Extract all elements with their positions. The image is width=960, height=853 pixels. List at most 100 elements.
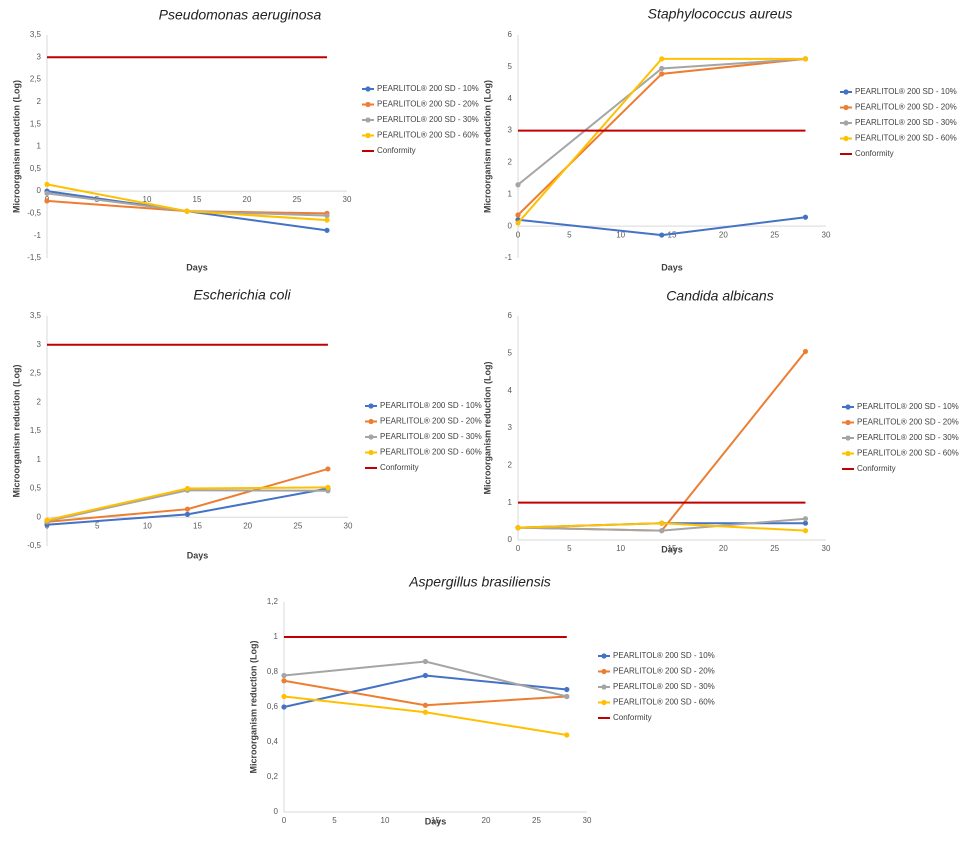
data-point [184, 485, 191, 492]
data-point [515, 212, 521, 218]
x-tick-label: 0 [282, 816, 287, 825]
x-tick-label: 15 [431, 816, 440, 825]
x-tick-label: 0 [516, 544, 521, 553]
data-point [325, 484, 331, 490]
y-tick-label: 5 [508, 62, 513, 71]
x-tick-label: 30 [344, 521, 353, 530]
x-tick-label: 10 [381, 816, 390, 825]
x-tick-label: 25 [770, 544, 779, 553]
x-tick-label: 20 [482, 816, 491, 825]
legend-label: PEARLITOL® 200 SD - 10% [857, 402, 959, 411]
y-tick-label: 0 [508, 221, 513, 230]
data-point [44, 198, 50, 204]
x-tick-label: 10 [143, 521, 152, 530]
x-axis-label: Days [661, 262, 683, 272]
y-tick-label: 0 [37, 186, 42, 195]
x-tick-label: 5 [95, 521, 100, 530]
series-line [517, 57, 806, 186]
legend-marker [365, 132, 371, 139]
data-point [324, 217, 330, 223]
legend-label: PEARLITOL® 200 SD - 60% [855, 134, 957, 143]
y-tick-label: 6 [508, 30, 513, 39]
legend-label: PEARLITOL® 200 SD - 20% [857, 418, 959, 427]
y-axis-label: Microorganism reduction (Log) [11, 80, 21, 213]
legend-marker [601, 699, 607, 706]
data-point [324, 213, 330, 219]
y-tick-label: -0,5 [27, 541, 41, 550]
series-line [517, 57, 806, 224]
legend-marker [843, 89, 849, 95]
series-line [283, 695, 567, 736]
y-tick-label: -1 [505, 253, 513, 262]
data-point [802, 520, 809, 526]
data-point [324, 227, 330, 233]
legend-marker [845, 404, 851, 410]
data-point [422, 709, 428, 715]
y-tick-label: 1 [37, 455, 42, 464]
y-axis-label: Microorganism reduction (Log) [248, 640, 258, 773]
legend-marker [601, 668, 607, 675]
y-axis-label: Microorganism reduction (Log) [482, 361, 492, 494]
y-tick-label: 2,5 [30, 369, 42, 378]
legend-marker [845, 450, 851, 457]
legend-label: PEARLITOL® 200 SD - 10% [380, 401, 482, 410]
legend-marker [365, 101, 371, 108]
series-line [283, 660, 568, 698]
y-tick-label: 1,5 [30, 426, 42, 435]
legend-marker [368, 449, 374, 456]
legend-marker [843, 104, 849, 111]
legend-marker [845, 435, 851, 441]
x-tick-label: 25 [532, 816, 541, 825]
legend-label: Conformity [613, 713, 652, 722]
legend-label: Conformity [855, 149, 894, 158]
y-tick-label: 4 [508, 94, 513, 103]
data-point [184, 511, 191, 517]
x-tick-label: 5 [567, 544, 572, 553]
data-point [515, 220, 521, 226]
legend-marker [601, 684, 607, 690]
y-tick-label: 1 [37, 142, 42, 151]
x-tick-label: 15 [193, 195, 202, 204]
y-tick-label: 3 [37, 52, 42, 61]
x-axis-label: Days [187, 550, 209, 560]
data-point [802, 56, 809, 62]
y-tick-label: 0 [37, 512, 42, 521]
legend-label: Conformity [377, 146, 416, 155]
data-point [659, 232, 665, 238]
chart-title: Pseudomonas aeruginosa [159, 7, 322, 23]
legend-label: PEARLITOL® 200 SD - 10% [855, 87, 957, 96]
series-line [517, 57, 806, 216]
data-point [184, 208, 190, 214]
x-tick-label: 20 [243, 195, 252, 204]
data-point [325, 466, 331, 472]
x-tick-label: 15 [193, 521, 202, 530]
legend-label: PEARLITOL® 200 SD - 60% [857, 449, 959, 458]
legend-marker [368, 434, 374, 440]
x-tick-label: 25 [293, 195, 302, 204]
legend-label: PEARLITOL® 200 SD - 60% [377, 131, 479, 140]
legend-label: PEARLITOL® 200 SD - 30% [380, 432, 482, 441]
data-point [515, 525, 521, 531]
x-tick-label: 20 [243, 521, 252, 530]
y-tick-label: 2 [508, 460, 513, 469]
y-tick-label: 0 [508, 535, 513, 544]
x-axis-label: Days [661, 544, 683, 554]
y-tick-label: 6 [508, 311, 513, 320]
data-point [802, 348, 809, 355]
data-point [281, 693, 287, 700]
y-tick-label: 1 [508, 189, 513, 198]
x-axis-label: Days [425, 816, 447, 826]
chart-panel: Pseudomonas aeruginosa -1,5 -1 -0,5 0 0,5 1 1,5… [11, 7, 478, 273]
x-tick-label: 20 [719, 544, 728, 553]
x-tick-label: 0 [516, 230, 521, 239]
x-tick-label: 20 [719, 230, 728, 239]
legend-label: PEARLITOL® 200 SD - 20% [855, 103, 957, 112]
x-tick-label: 10 [616, 544, 625, 553]
legend-label: PEARLITOL® 200 SD - 20% [380, 417, 482, 426]
data-point [422, 658, 428, 665]
x-tick-label: 25 [770, 230, 779, 239]
data-point [281, 704, 287, 710]
y-tick-label: 2 [37, 397, 42, 406]
legend-marker [601, 653, 607, 659]
